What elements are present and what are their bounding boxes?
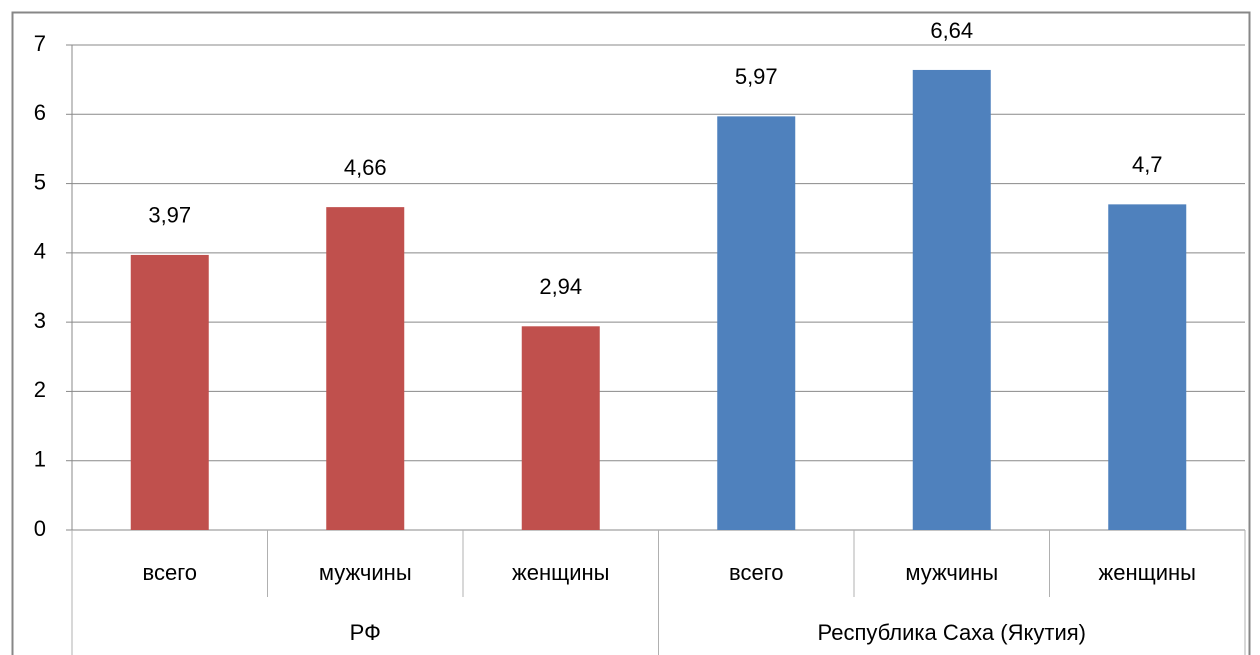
data-label: 4,66 xyxy=(344,155,387,180)
y-tick-label: 7 xyxy=(34,31,46,56)
bar xyxy=(1108,204,1187,530)
x-tick-label: мужчины xyxy=(905,560,998,585)
bar xyxy=(130,254,209,530)
bar xyxy=(912,69,991,530)
data-label: 5,97 xyxy=(735,64,778,89)
y-tick-label: 4 xyxy=(34,239,46,264)
x-tick-label: женщины xyxy=(512,560,609,585)
data-label: 2,94 xyxy=(539,274,582,299)
data-label: 3,97 xyxy=(148,203,191,228)
x-tick-label: женщины xyxy=(1099,560,1196,585)
y-tick-label: 0 xyxy=(34,516,46,541)
chart-border xyxy=(11,11,1251,655)
data-label: 4,7 xyxy=(1132,152,1163,177)
group-label: РФ xyxy=(350,620,381,645)
bar xyxy=(326,207,405,530)
bar xyxy=(521,326,600,530)
x-tick-label: всего xyxy=(729,560,783,585)
y-tick-label: 3 xyxy=(34,308,46,333)
x-tick-label: мужчины xyxy=(319,560,412,585)
data-label: 6,64 xyxy=(930,18,973,43)
group-label: Республика Саха (Якутия) xyxy=(818,620,1086,645)
y-tick-label: 6 xyxy=(34,100,46,125)
x-tick-label: всего xyxy=(143,560,197,585)
y-tick-label: 2 xyxy=(34,377,46,402)
bar xyxy=(717,116,796,530)
y-tick-label: 5 xyxy=(34,169,46,194)
y-tick-label: 1 xyxy=(34,447,46,472)
